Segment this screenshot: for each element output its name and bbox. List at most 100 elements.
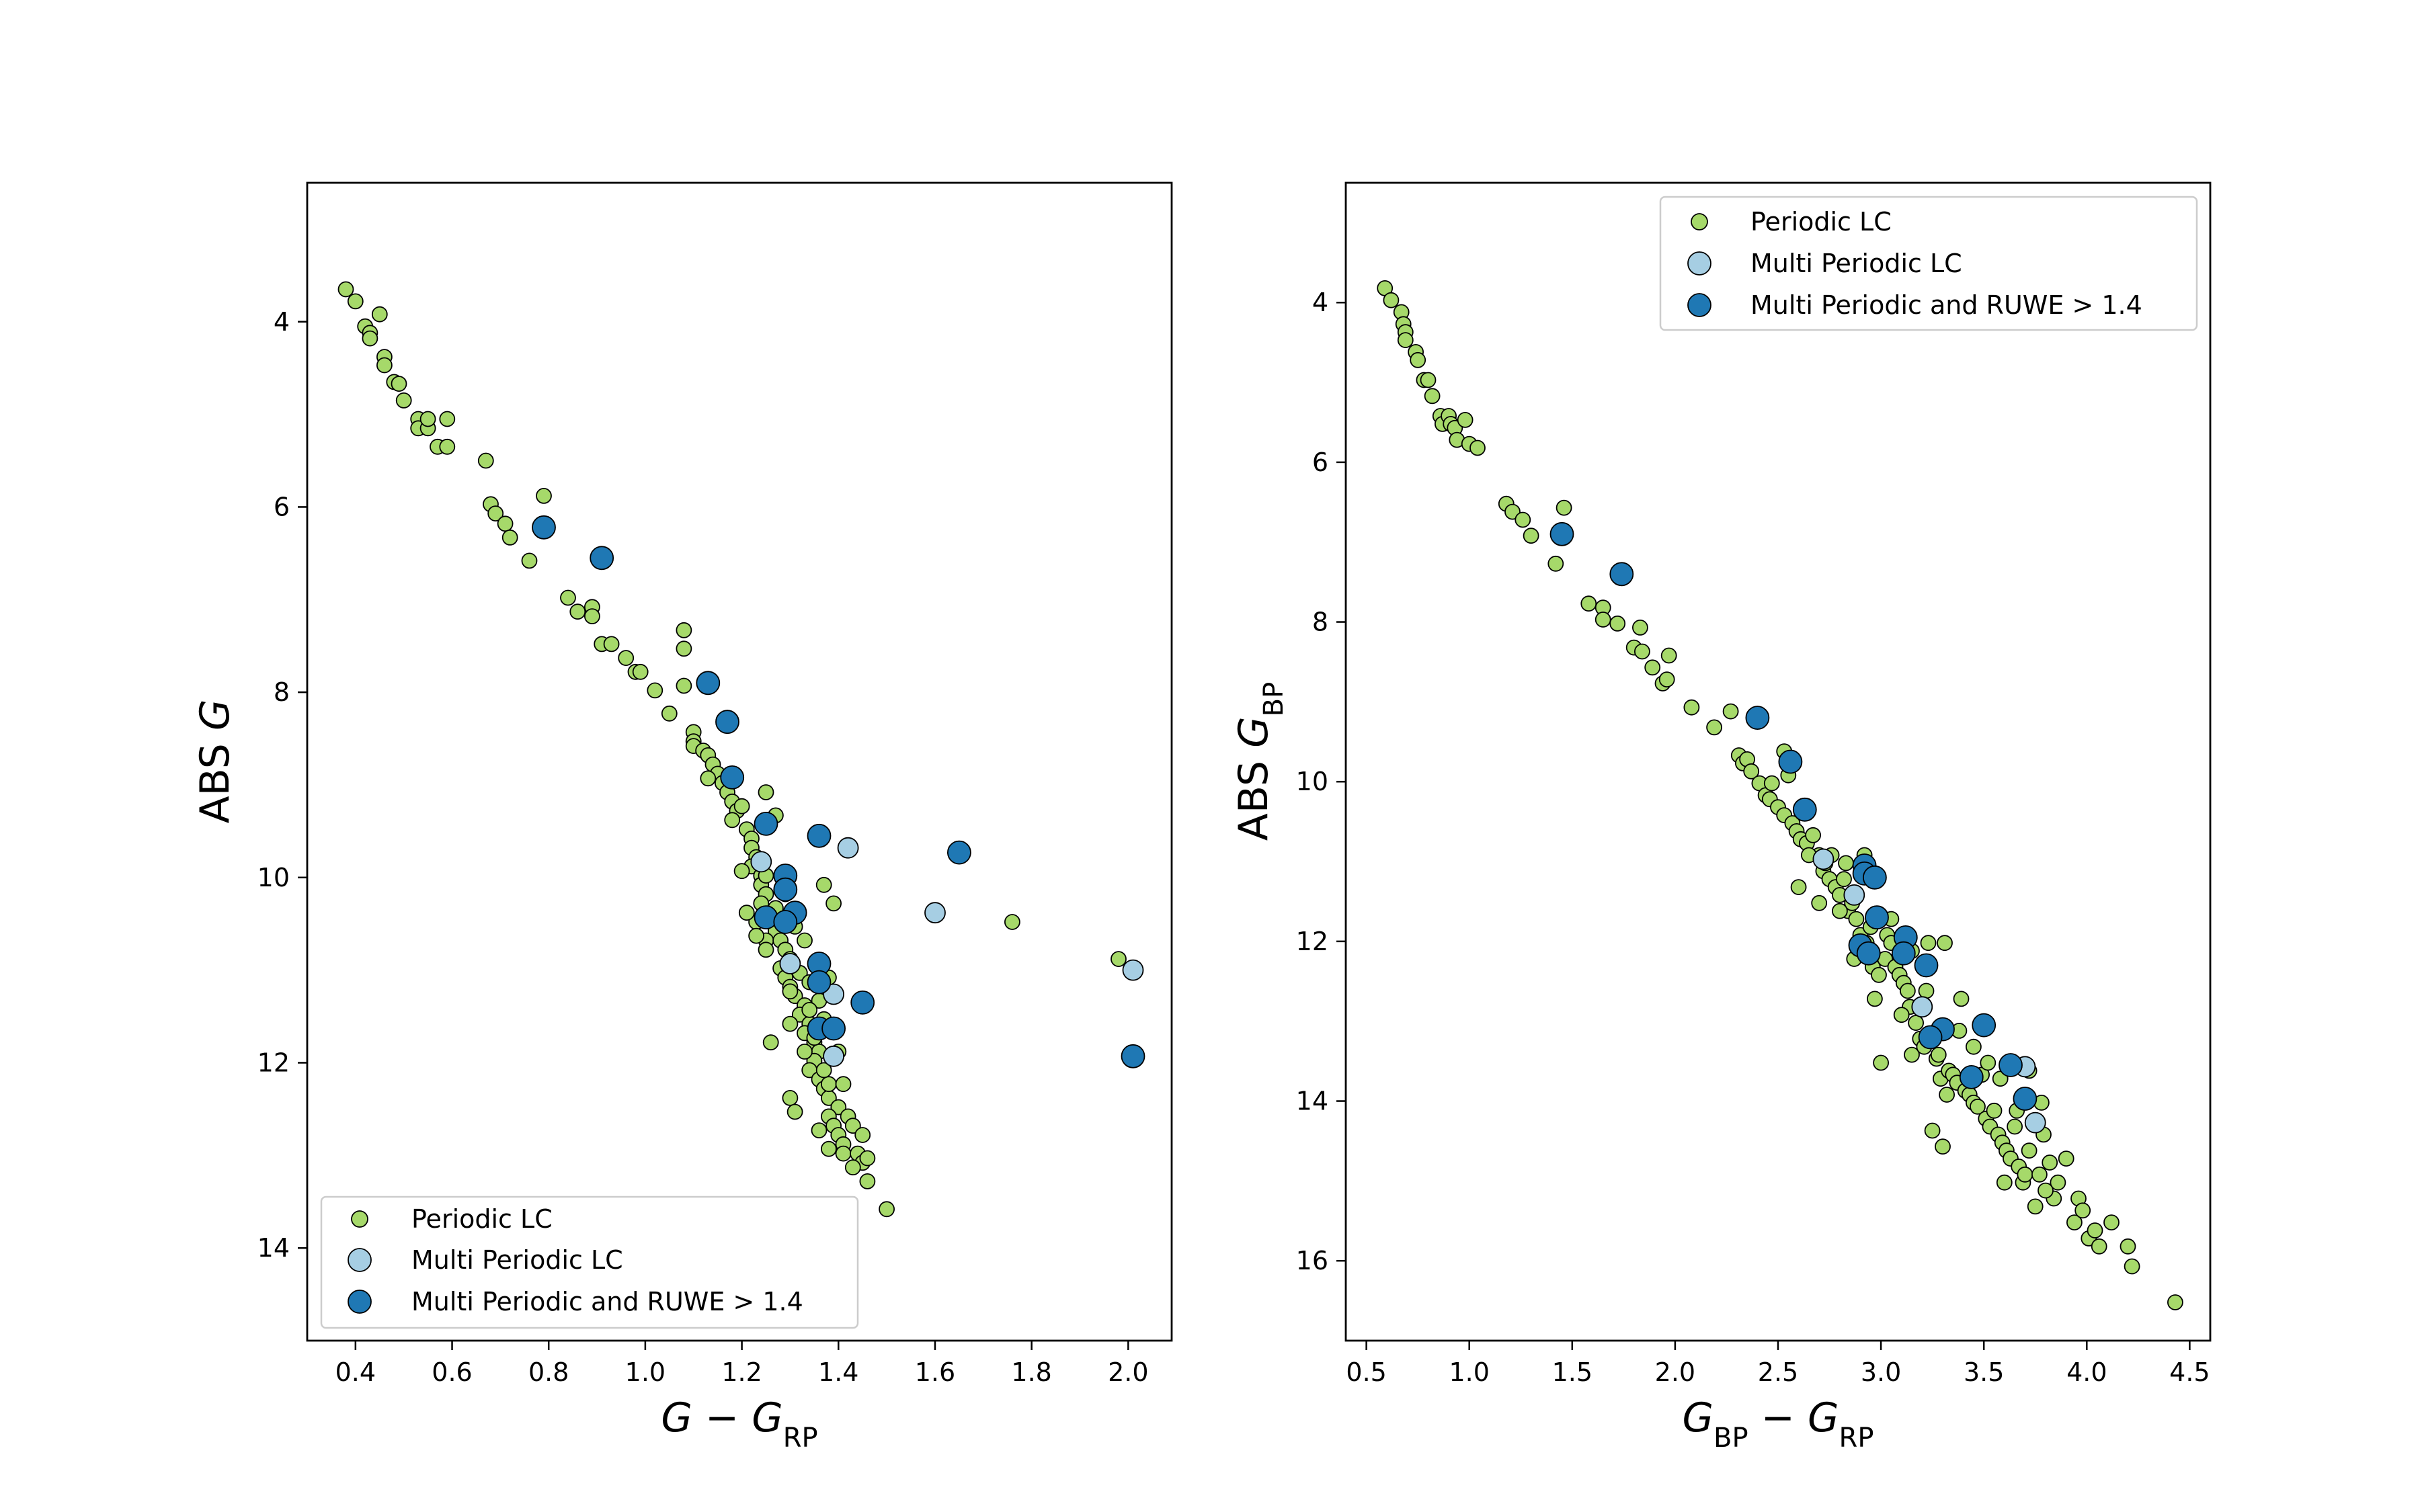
data-point (782, 1090, 799, 1106)
left-legend-label-ruwe: Multi Periodic and RUWE > 1.4 (411, 1287, 803, 1316)
x-tick-label: 0.4 (335, 1357, 376, 1387)
data-point (720, 765, 745, 790)
data-point (750, 851, 772, 873)
data-point (850, 991, 875, 1015)
data-point (1980, 1054, 1997, 1071)
data-point (1457, 412, 1474, 428)
data-point (497, 515, 514, 532)
data-point (1609, 616, 1626, 632)
data-point (1644, 659, 1661, 676)
left-panel: 0.4 0.6 0.8 1.0 1.2 1.4 1.6 1.8 2.0 4 6 8 10 12 14 G … (192, 181, 1173, 1454)
data-point (700, 770, 717, 787)
data-point (1893, 1007, 1910, 1023)
right-series-0 (1377, 280, 2183, 1310)
data-point (1972, 1013, 1997, 1038)
data-point (1831, 902, 1848, 919)
data-point (830, 1099, 847, 1116)
data-point (1397, 332, 1414, 349)
data-point (1862, 865, 1887, 890)
data-point (521, 552, 538, 569)
data-point (1424, 388, 1441, 405)
data-point (754, 812, 778, 836)
data-point (1836, 871, 1852, 888)
x-tick-label: 0.6 (432, 1357, 472, 1387)
data-point (676, 677, 692, 694)
data-point (797, 932, 813, 949)
data-point (1722, 703, 1739, 720)
data-point (676, 640, 692, 657)
left-legend-box (320, 1195, 859, 1329)
data-point (371, 306, 388, 323)
data-point (1778, 749, 1803, 774)
right-legend-marker-multi (1687, 251, 1711, 276)
left-legend-label-periodic: Periodic LC (411, 1204, 553, 1234)
left-legend-marker-periodic (351, 1210, 368, 1228)
data-point (2167, 1294, 2183, 1310)
right-legend-label-ruwe: Multi Periodic and RUWE > 1.4 (1750, 290, 2142, 320)
right-legend-label-periodic: Periodic LC (1750, 207, 1892, 237)
data-point (536, 488, 552, 504)
data-point (1004, 914, 1020, 930)
data-point (823, 1045, 844, 1067)
data-point (1549, 521, 1574, 546)
x-tick-label: 2.0 (1655, 1357, 1695, 1387)
data-point (696, 671, 721, 696)
data-point (676, 622, 692, 638)
data-point (2120, 1238, 2136, 1255)
data-point (2087, 1222, 2103, 1238)
right-legend-marker-ruwe (1687, 293, 1711, 317)
data-point (477, 452, 494, 469)
data-point (821, 1076, 837, 1093)
data-point (1937, 935, 1953, 952)
data-point (844, 1159, 861, 1176)
left-series-1 (750, 837, 1144, 1067)
data-point (835, 1076, 852, 1093)
data-point (2103, 1214, 2120, 1230)
data-point (1930, 1046, 1947, 1063)
data-point (837, 837, 859, 859)
data-point (2031, 1166, 2048, 1183)
data-point (797, 1044, 813, 1060)
left-series-2 (532, 515, 1145, 1068)
data-point (1986, 1102, 2003, 1119)
data-point (801, 1002, 818, 1018)
right-legend-marker-periodic (1691, 213, 1708, 230)
data-point (854, 1127, 871, 1143)
right-legend-label-multi: Multi Periodic LC (1750, 249, 1962, 278)
data-point (1634, 643, 1650, 660)
x-tick-label: 2.0 (1108, 1357, 1148, 1387)
data-point (1631, 620, 1648, 636)
data-point (376, 357, 393, 374)
data-point (1965, 1038, 1982, 1055)
data-point (2027, 1198, 2044, 1215)
data-point (1920, 935, 1937, 952)
data-point (1683, 699, 1700, 716)
data-point (569, 603, 586, 620)
y-tick-label: 4 (1312, 288, 1328, 317)
data-point (1999, 1053, 2023, 1077)
data-point (1383, 292, 1400, 308)
data-point (362, 330, 378, 347)
right-panel: 0.5 1.0 1.5 2.0 2.5 3.0 3.5 4.0 4.5 46810121416 … (1230, 181, 2212, 1454)
data-point (782, 983, 799, 1000)
right-y-axis-label: ABS GBP (1230, 682, 1289, 841)
data-point (439, 438, 456, 455)
data-point (560, 589, 576, 606)
data-point (811, 1122, 828, 1138)
data-point (1706, 719, 1723, 736)
data-point (618, 650, 635, 666)
left-y-ticks: 4 6 8 10 12 14 (257, 307, 307, 1263)
data-point (1122, 959, 1144, 981)
right-points-layer (1377, 280, 2183, 1310)
x-tick-label: 4.5 (2169, 1357, 2210, 1387)
data-point (825, 895, 842, 912)
data-point (1918, 1025, 1943, 1050)
x-tick-label: 1.2 (721, 1357, 762, 1387)
data-point (748, 927, 764, 944)
left-legend-marker-ruwe (348, 1290, 372, 1314)
data-point (1959, 1065, 1984, 1089)
y-tick-label: 12 (1296, 927, 1328, 956)
data-point (1556, 499, 1572, 516)
data-point (779, 953, 801, 974)
